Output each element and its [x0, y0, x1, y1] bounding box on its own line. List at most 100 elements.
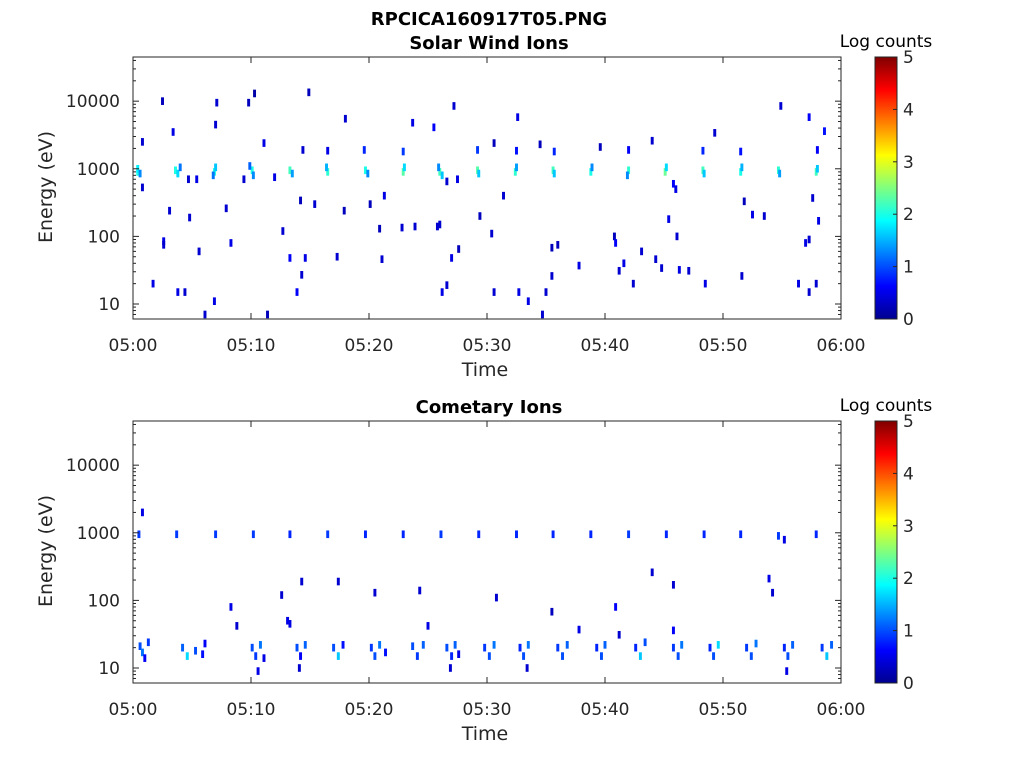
y-axis-label: Energy (eV)	[35, 495, 57, 607]
x-tick-label: 05:30	[463, 336, 512, 356]
data-cell	[188, 213, 192, 222]
data-cell	[650, 568, 654, 577]
data-cell	[807, 235, 811, 244]
data-cell	[229, 239, 233, 247]
data-cell	[638, 652, 642, 660]
data-cell	[288, 166, 292, 175]
data-cell	[492, 288, 496, 296]
data-cell	[373, 652, 377, 660]
data-cell	[363, 530, 367, 539]
y-axis-label: Energy (eV)	[35, 131, 57, 243]
data-cell	[740, 163, 744, 172]
data-cell	[266, 310, 269, 319]
data-cell	[413, 222, 417, 231]
data-cell	[517, 288, 521, 296]
data-cell	[194, 646, 198, 655]
y-tick-label: 10000	[66, 92, 120, 112]
data-cell	[712, 652, 716, 660]
data-cell	[373, 588, 377, 597]
data-cell	[235, 622, 239, 630]
axes-box	[132, 420, 842, 684]
data-cell	[140, 648, 144, 657]
data-cell	[702, 169, 706, 178]
data-cell	[676, 652, 680, 660]
data-cell	[411, 642, 415, 651]
data-cell	[299, 196, 303, 205]
x-tick-label: 05:30	[463, 700, 512, 720]
data-cell	[791, 641, 795, 649]
colorbar-tick-label: 1	[903, 258, 914, 278]
data-cell	[138, 642, 142, 651]
colorbar-tick-label: 0	[903, 674, 914, 694]
data-cell	[450, 652, 454, 660]
data-cell	[418, 586, 422, 595]
data-cell	[526, 297, 530, 306]
data-cell	[754, 639, 758, 648]
y-tick-label: 1000	[77, 524, 120, 544]
data-cell	[251, 530, 255, 539]
data-cell	[143, 654, 147, 662]
colorbar-tick-label: 3	[903, 153, 914, 173]
data-cell	[477, 530, 481, 539]
data-cell	[378, 641, 382, 649]
data-cell	[544, 288, 548, 296]
data-cell	[280, 591, 284, 599]
data-cell	[502, 191, 505, 200]
data-cell	[785, 667, 789, 675]
data-cell	[336, 577, 340, 586]
data-cell	[643, 638, 647, 647]
data-cell	[326, 146, 330, 155]
data-cell	[739, 147, 743, 156]
data-cell	[438, 220, 442, 229]
data-cell	[183, 288, 187, 296]
data-cell	[487, 652, 491, 660]
data-cell	[687, 266, 691, 275]
data-cell	[522, 652, 526, 660]
x-tick-label: 05:00	[109, 336, 158, 356]
data-cell	[229, 603, 233, 611]
figure-title: RPCICA160917T05.PNG	[371, 9, 607, 30]
data-cell	[151, 279, 155, 288]
data-cell	[749, 652, 753, 660]
data-cell	[303, 641, 307, 649]
data-cell	[825, 652, 829, 660]
data-cell	[426, 622, 430, 630]
data-cell	[415, 652, 419, 660]
y-tick-label: 100	[88, 227, 120, 247]
data-cell	[565, 641, 569, 649]
data-cell	[778, 169, 782, 178]
data-cell	[599, 652, 603, 660]
data-cell	[258, 641, 262, 649]
data-cell	[677, 266, 681, 274]
data-cell	[589, 168, 593, 176]
data-cell	[820, 643, 824, 652]
data-cell	[622, 259, 626, 268]
data-cell	[295, 643, 299, 652]
data-cell	[448, 664, 452, 672]
data-cell	[299, 652, 303, 660]
data-cell	[556, 643, 560, 652]
data-cell	[301, 146, 305, 154]
data-cell	[224, 204, 228, 213]
data-cell	[807, 288, 811, 296]
data-cell	[614, 603, 618, 611]
data-cell	[667, 215, 671, 223]
data-cell	[215, 98, 219, 107]
data-cell	[540, 310, 544, 319]
data-cell	[178, 163, 182, 172]
data-cell	[253, 89, 257, 98]
data-cell	[432, 123, 436, 132]
data-cell	[250, 166, 254, 175]
data-cell	[625, 171, 629, 180]
data-cell	[640, 247, 644, 256]
data-cell	[515, 146, 518, 155]
colorbar-tick-label: 5	[903, 412, 914, 432]
data-cell	[556, 241, 560, 249]
data-cell	[273, 173, 277, 182]
data-cell	[171, 128, 175, 136]
data-cell	[742, 197, 746, 206]
data-cell	[627, 166, 631, 175]
y-tick-label: 10	[98, 659, 120, 679]
data-cell	[671, 643, 675, 652]
data-cell	[771, 588, 775, 597]
